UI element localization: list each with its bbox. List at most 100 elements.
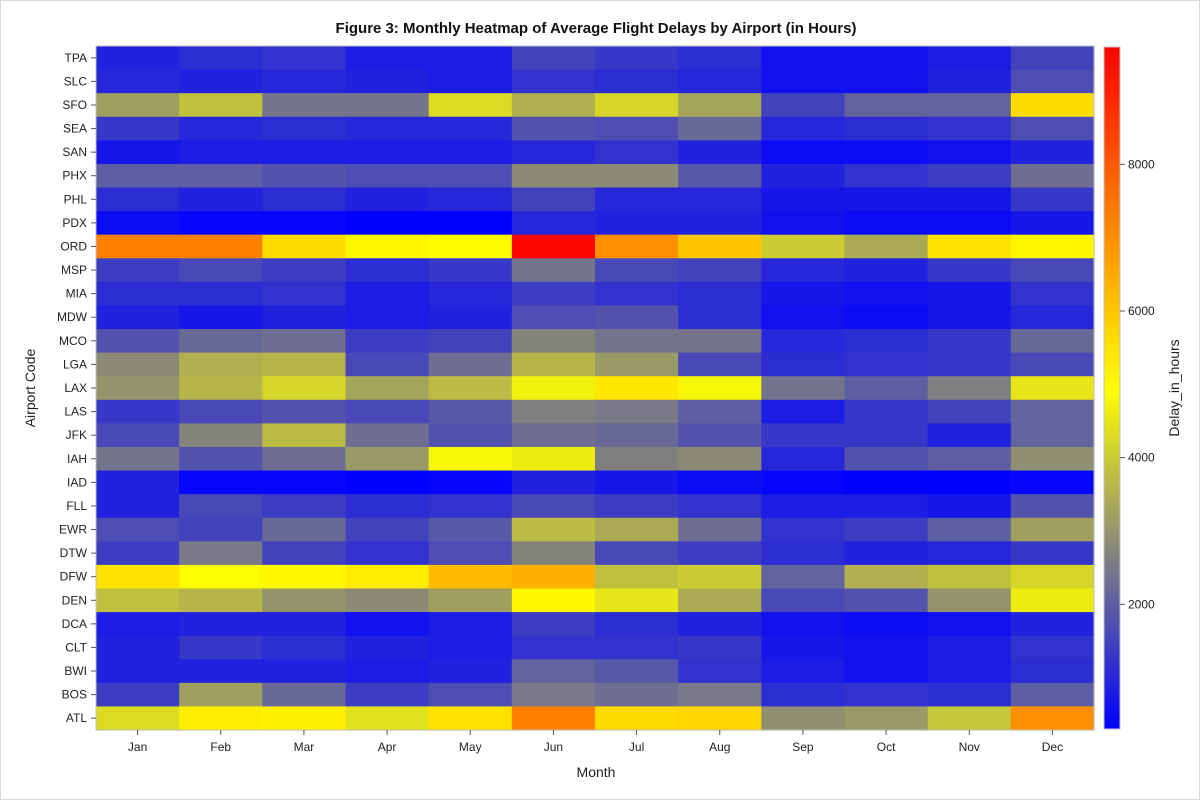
heatmap-cell-sea-apr	[345, 116, 430, 141]
heatmap-cell-dfw-dec	[1010, 564, 1095, 590]
heatmap-cell-slc-oct	[844, 69, 929, 94]
heatmap-cell-slc-jun	[511, 69, 596, 94]
heatmap-cell-dtw-mar	[262, 541, 347, 566]
heatmap-cell-msp-jun	[511, 258, 596, 283]
heatmap-cell-msp-aug	[678, 258, 762, 283]
heatmap-cell-jfk-sep	[761, 423, 846, 448]
colorbar	[1103, 46, 1121, 730]
heatmap-cell-mdw-may	[428, 305, 513, 330]
heatmap-cell-iad-jun	[511, 470, 596, 495]
heatmap-cell-slc-apr	[345, 69, 430, 94]
heatmap-cell-las-jun	[511, 399, 596, 424]
heatmap-cell-mdw-dec	[1010, 305, 1095, 330]
heatmap-cell-san-jul	[595, 140, 679, 165]
colorbar-tick-label: 6000	[1128, 304, 1155, 318]
heatmap-cell-msp-nov	[927, 258, 1012, 283]
heatmap-cell-mdw-mar	[262, 305, 347, 330]
heatmap-cell-mdw-apr	[345, 305, 430, 330]
heatmap-cell-sfo-aug	[678, 93, 762, 118]
heatmap-cell-mia-feb	[179, 281, 263, 307]
y-tick-label: PHL	[64, 192, 88, 206]
heatmap-cell-atl-mar	[262, 706, 347, 731]
heatmap-cell-clt-sep	[761, 635, 846, 660]
heatmap-cell-ewr-jan	[96, 517, 180, 542]
heatmap-cell-bos-jun	[511, 682, 596, 708]
heatmap-cell-dtw-aug	[678, 541, 762, 566]
heatmap-cell-iah-apr	[345, 446, 430, 472]
heatmap-cell-iah-oct	[844, 446, 929, 472]
heatmap-cell-ewr-apr	[345, 517, 430, 542]
heatmap-cell-clt-aug	[678, 635, 762, 660]
heatmap-cell-sfo-jan	[96, 93, 180, 118]
heatmap-cell-tpa-jan	[96, 46, 180, 71]
heatmap-cell-iah-feb	[179, 446, 263, 472]
heatmap-cell-iad-oct	[844, 470, 929, 495]
heatmap-cell-san-sep	[761, 140, 846, 165]
x-axis-title: Month	[577, 764, 616, 780]
heatmap-cell-den-may	[428, 588, 513, 613]
heatmap-cell-san-feb	[179, 140, 263, 165]
heatmap-cell-las-jul	[595, 399, 679, 424]
heatmap-cell-dca-feb	[179, 612, 263, 637]
heatmap-cell-ord-may	[428, 234, 513, 259]
y-tick-label: EWR	[59, 523, 87, 537]
heatmap-cell-slc-feb	[179, 69, 263, 94]
heatmap-cell-las-apr	[345, 399, 430, 424]
y-axis-title: Airport Code	[22, 348, 38, 427]
x-tick-label: Jul	[629, 740, 644, 754]
heatmap-cell-sea-jun	[511, 116, 596, 141]
y-tick-label: MIA	[66, 287, 87, 301]
heatmap-cell-mdw-aug	[678, 305, 762, 330]
heatmap-cell-phx-oct	[844, 163, 929, 189]
heatmap-cell-sfo-dec	[1010, 93, 1095, 118]
heatmap-cell-mco-feb	[179, 329, 263, 354]
heatmap-cell-mia-aug	[678, 281, 762, 307]
heatmap-cell-dfw-nov	[927, 564, 1012, 590]
y-tick-label: BWI	[64, 664, 87, 678]
heatmap-cell-jfk-aug	[678, 423, 762, 448]
heatmap-cell-bos-mar	[262, 682, 347, 708]
heatmap-cell-jfk-mar	[262, 423, 347, 448]
heatmap-cell-atl-dec	[1010, 706, 1095, 731]
heatmap-cell-dca-dec	[1010, 612, 1095, 637]
heatmap-cell-fll-nov	[927, 494, 1012, 519]
heatmap-cell-lax-aug	[678, 376, 762, 401]
y-tick-label: IAH	[67, 452, 87, 466]
heatmap-cell-lax-jul	[595, 376, 679, 401]
heatmap-cell-tpa-may	[428, 46, 513, 71]
heatmap-cell-lga-nov	[927, 352, 1012, 377]
heatmap-cell-mdw-oct	[844, 305, 929, 330]
heatmap-cell-las-nov	[927, 399, 1012, 424]
heatmap-cell-mia-nov	[927, 281, 1012, 307]
heatmap-cell-las-mar	[262, 399, 347, 424]
heatmap-cell-clt-feb	[179, 635, 263, 660]
heatmap-cell-pdx-aug	[678, 211, 762, 236]
heatmap-cell-lga-feb	[179, 352, 263, 377]
heatmap-cell-den-dec	[1010, 588, 1095, 613]
heatmap-cell-den-mar	[262, 588, 347, 613]
heatmap-cell-dca-may	[428, 612, 513, 637]
y-axis: TPA SLC SFO SEA SAN PHX PHL PDX ORD MSP MIA MDW MCO L…	[57, 51, 96, 725]
heatmap-cell-fll-dec	[1010, 494, 1095, 519]
y-tick-label: DEN	[62, 593, 87, 607]
heatmap-cell-lga-sep	[761, 352, 846, 377]
heatmap-cell-slc-dec	[1010, 69, 1095, 94]
heatmap-cell-las-aug	[678, 399, 762, 424]
heatmap-cell-bos-feb	[179, 682, 263, 708]
heatmap-cell-las-sep	[761, 399, 846, 424]
x-tick-label: Jun	[544, 740, 563, 754]
heatmap-cell-iad-aug	[678, 470, 762, 495]
y-tick-label: PDX	[62, 216, 87, 230]
heatmap-cell-jfk-feb	[179, 423, 263, 448]
heatmap-cell-mco-sep	[761, 329, 846, 354]
heatmap-cell-lax-sep	[761, 376, 846, 401]
heatmap-cell-fll-jun	[511, 494, 596, 519]
heatmap-cell-bos-nov	[927, 682, 1012, 708]
heatmap-cell-atl-apr	[345, 706, 430, 731]
heatmap-cell-clt-oct	[844, 635, 929, 660]
heatmap-cell-jfk-jul	[595, 423, 679, 448]
heatmap-cell-iah-aug	[678, 446, 762, 472]
heatmap-cell-phx-apr	[345, 163, 430, 189]
heatmap-cell-mia-sep	[761, 281, 846, 307]
heatmap-cell-atl-sep	[761, 706, 846, 731]
